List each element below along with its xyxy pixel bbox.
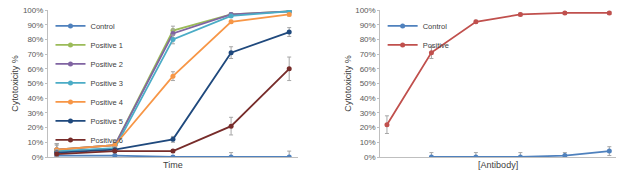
svg-text:Control: Control xyxy=(423,22,448,31)
svg-text:80%: 80% xyxy=(27,35,43,44)
svg-text:40%: 40% xyxy=(360,94,376,103)
svg-text:40%: 40% xyxy=(27,94,43,103)
svg-text:60%: 60% xyxy=(27,65,43,74)
svg-text:10%: 10% xyxy=(360,138,376,147)
svg-text:[Antibody]: [Antibody] xyxy=(478,160,518,170)
svg-text:Positive 1: Positive 1 xyxy=(90,41,123,50)
svg-text:10%: 10% xyxy=(27,138,43,147)
svg-text:Time: Time xyxy=(163,160,183,170)
svg-text:30%: 30% xyxy=(360,109,376,118)
svg-text:Positive 5: Positive 5 xyxy=(90,117,123,126)
svg-text:50%: 50% xyxy=(27,79,43,88)
svg-text:Cytotoxicity %: Cytotoxicity % xyxy=(10,55,20,112)
svg-text:Positive 4: Positive 4 xyxy=(90,98,123,107)
svg-text:0%: 0% xyxy=(32,153,44,162)
svg-text:20%: 20% xyxy=(360,123,376,132)
svg-text:Positive 3: Positive 3 xyxy=(90,79,123,88)
svg-text:70%: 70% xyxy=(27,50,43,59)
svg-text:50%: 50% xyxy=(360,79,376,88)
svg-text:Positive 2: Positive 2 xyxy=(90,60,123,69)
svg-text:Control: Control xyxy=(90,22,115,31)
svg-text:30%: 30% xyxy=(27,109,43,118)
svg-text:90%: 90% xyxy=(27,21,43,30)
svg-text:Positive 6: Positive 6 xyxy=(90,136,123,145)
svg-text:80%: 80% xyxy=(360,35,376,44)
svg-text:100%: 100% xyxy=(355,6,375,15)
svg-text:60%: 60% xyxy=(360,65,376,74)
svg-text:70%: 70% xyxy=(360,50,376,59)
svg-text:100%: 100% xyxy=(23,6,43,15)
svg-text:0%: 0% xyxy=(364,153,376,162)
svg-text:20%: 20% xyxy=(27,123,43,132)
svg-text:Cytotoxicity %: Cytotoxicity % xyxy=(343,55,353,112)
svg-text:Positive: Positive xyxy=(423,41,449,50)
svg-text:90%: 90% xyxy=(360,21,376,30)
